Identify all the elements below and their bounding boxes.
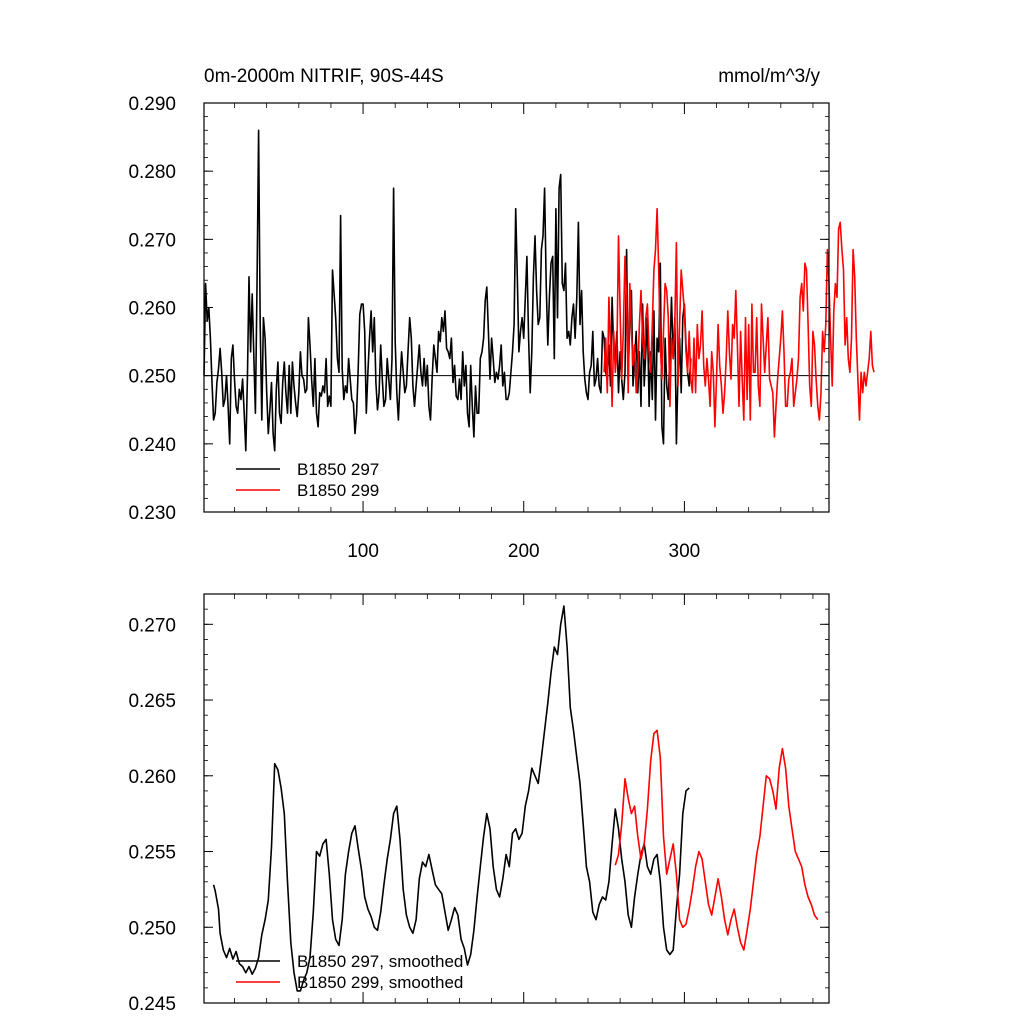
y-tick-label: 0.250 — [128, 367, 176, 388]
units-label: mmol/m^3/y — [718, 66, 820, 87]
x-tick-label: 100 — [347, 541, 379, 562]
top-legend: B1850 297 B1850 299 — [236, 460, 379, 500]
y-tick-label: 0.270 — [128, 615, 176, 636]
top-axis-ticks — [204, 102, 829, 513]
bottom-y-tick-labels: 0.245 0.250 0.255 0.260 0.265 0.270 — [128, 615, 176, 1015]
legend-label-1: B1850 299 — [297, 481, 379, 500]
y-tick-label: 0.260 — [128, 767, 176, 788]
y-tick-label: 0.280 — [128, 162, 176, 183]
bottom-plot-frame — [203, 593, 830, 1004]
top-series-group — [203, 129, 875, 452]
bottom-panel: 0.245 0.250 0.255 0.260 0.265 0.270 B1850 297… — [128, 593, 830, 1015]
bottom-series-group — [212, 605, 819, 992]
y-tick-label: 0.290 — [128, 94, 176, 115]
y-tick-label: 0.250 — [128, 918, 176, 939]
series-line-0 — [203, 129, 692, 452]
bottom-legend: B1850 297, smoothed B1850 299, smoothed — [236, 952, 463, 992]
x-tick-label: 200 — [508, 541, 540, 562]
y-tick-label: 0.245 — [128, 994, 176, 1015]
y-tick-label: 0.270 — [128, 230, 176, 251]
series-line-0 — [212, 605, 690, 992]
y-tick-label: 0.265 — [128, 691, 176, 712]
x-tick-label: 300 — [669, 541, 701, 562]
bottom-axis-ticks — [204, 593, 829, 1004]
top-panel: 0m-2000m NITRIF, 90S-44S mmol/m^3/y 0.23… — [128, 66, 875, 562]
legend-label-0: B1850 297, smoothed — [297, 952, 463, 971]
legend-label-1: B1850 299, smoothed — [297, 973, 463, 992]
chart-title: 0m-2000m NITRIF, 90S-44S — [204, 66, 444, 87]
series-line-1 — [603, 207, 875, 438]
y-tick-label: 0.260 — [128, 299, 176, 320]
y-tick-label: 0.255 — [128, 843, 176, 864]
legend-label-0: B1850 297 — [297, 460, 379, 479]
series-line-1 — [614, 729, 819, 951]
y-tick-label: 0.230 — [128, 503, 176, 524]
top-y-tick-labels: 0.230 0.240 0.250 0.260 0.270 0.280 0.290 — [128, 94, 176, 524]
top-x-tick-labels: 100 200 300 — [347, 541, 700, 562]
y-tick-label: 0.240 — [128, 435, 176, 456]
